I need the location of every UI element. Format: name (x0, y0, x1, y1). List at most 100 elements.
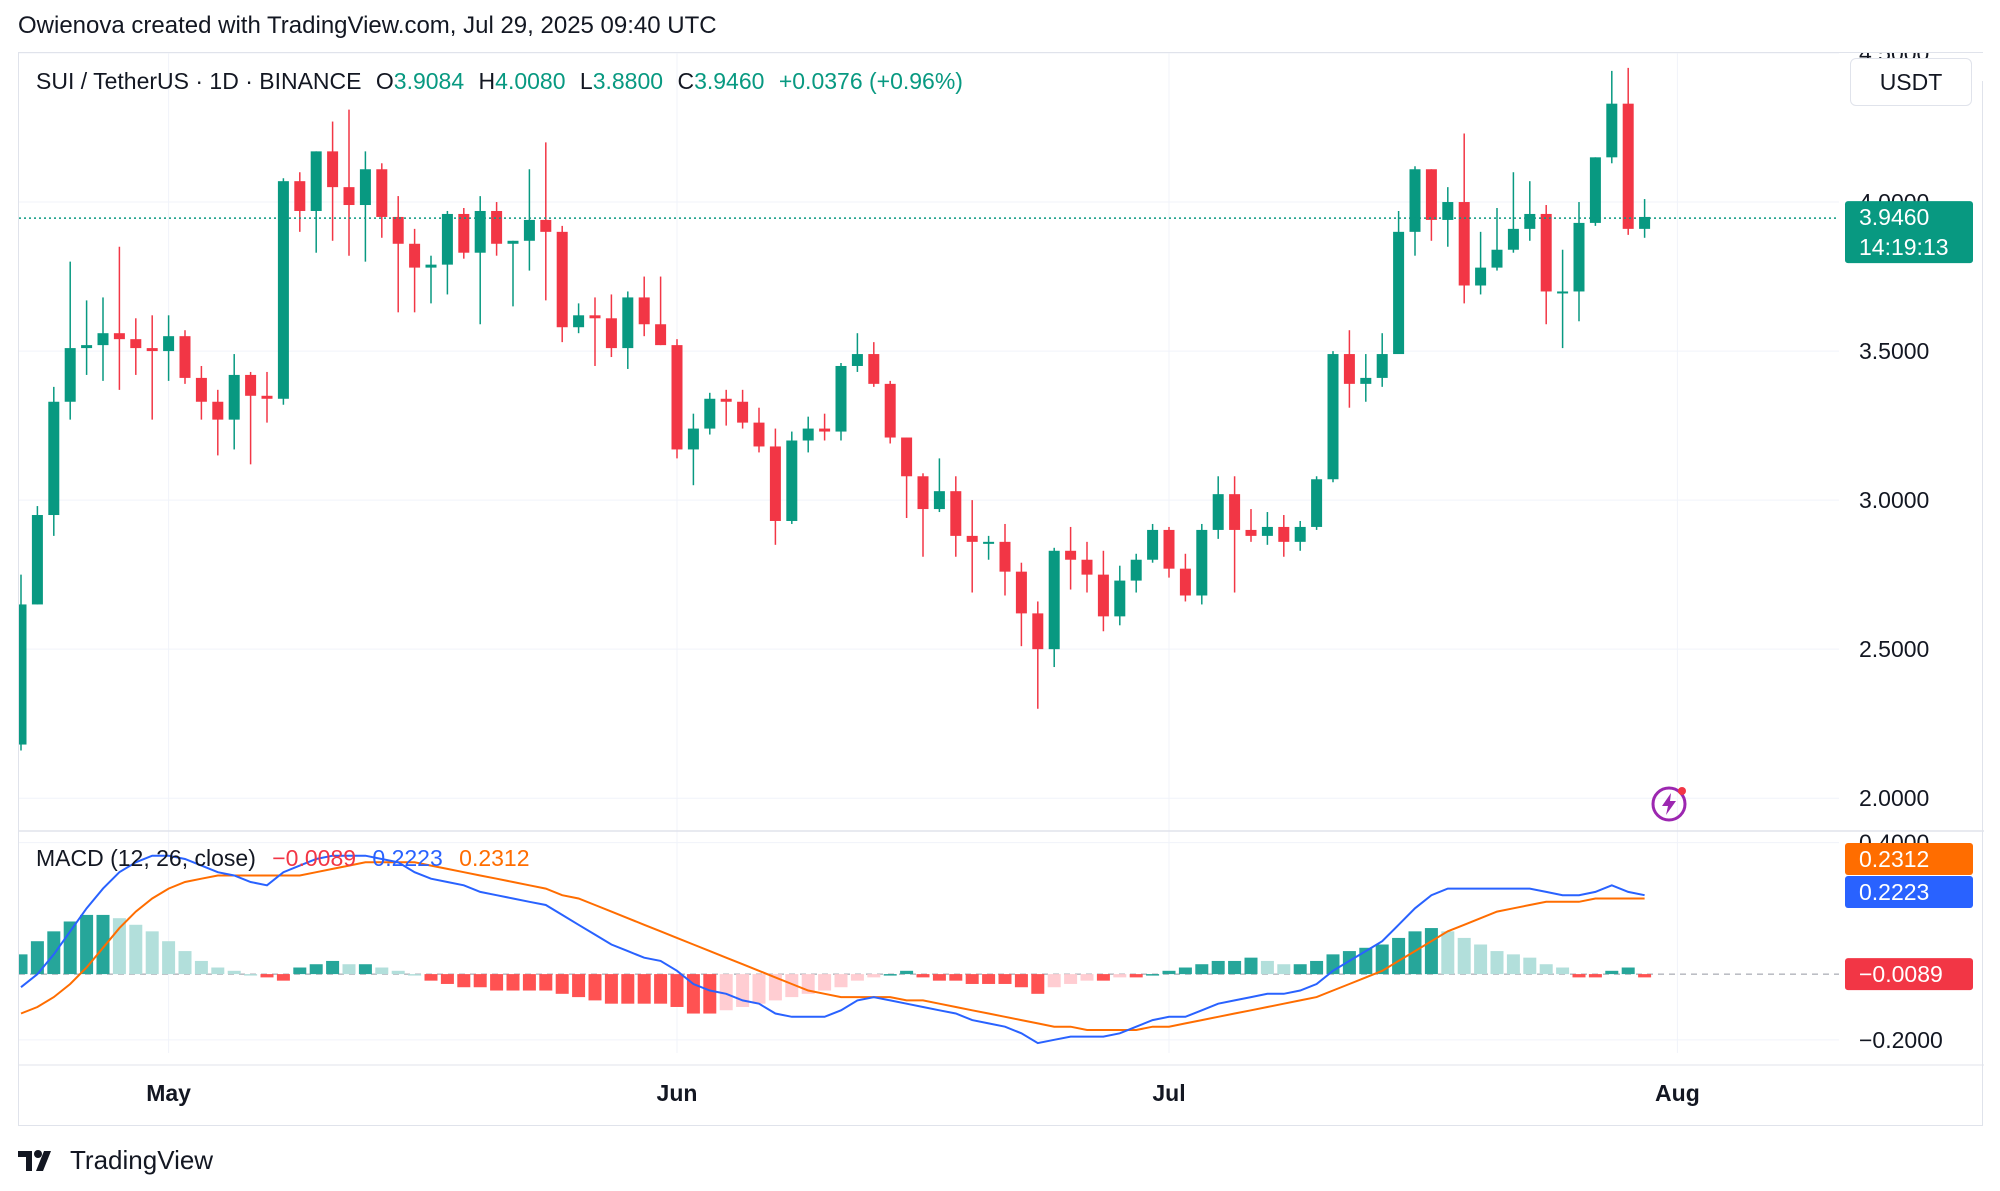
candle (64, 261, 76, 420)
low-value: 3.8800 (592, 68, 664, 94)
chart-frame: 4.50004.00003.50003.00002.50002.00004.50… (18, 52, 1984, 1127)
macd-line (20, 854, 1645, 1045)
candle (195, 365, 207, 420)
high-value: 4.0080 (495, 68, 566, 94)
candle (97, 297, 109, 381)
candle (1032, 601, 1044, 709)
candle-body (425, 264, 437, 268)
macd-histogram-bar (1047, 974, 1061, 988)
candle-body (1376, 354, 1388, 378)
candle (327, 121, 339, 241)
candle (671, 339, 683, 459)
macd-histogram-bar (227, 970, 241, 975)
candle-body (327, 151, 339, 188)
chart-attribution: Owienova created with TradingView.com, J… (18, 12, 717, 39)
macd-histogram-bar (785, 974, 799, 998)
candle (261, 371, 273, 423)
candle-body (31, 515, 43, 605)
macd-histogram-bar (604, 974, 618, 1004)
candle-body (359, 169, 371, 206)
candle (1212, 476, 1224, 539)
candle (1130, 553, 1142, 593)
candle (343, 109, 355, 256)
macd-title[interactable]: MACD (12, 26, close) (36, 845, 256, 871)
candle (1065, 526, 1077, 590)
macd-histogram-bar (96, 914, 110, 975)
macd-legend: MACD (12, 26, close) −0.0089 0.2223 0.23… (36, 845, 540, 872)
candle-body (835, 365, 847, 432)
macd-histogram-bar (703, 974, 717, 1014)
candle (769, 428, 781, 545)
candle-body (737, 401, 749, 423)
candle-body (212, 401, 224, 420)
candle-body (1606, 103, 1618, 158)
open-key: O (375, 68, 394, 94)
candle-body (1589, 157, 1601, 223)
price-axis-label: 2.0000 (1859, 785, 1929, 811)
macd-signal-badge: 0.2312 (1845, 843, 1973, 876)
candle-body (605, 318, 617, 349)
candle-body (179, 336, 191, 378)
candle (819, 413, 831, 441)
macd-histogram-bar (1195, 964, 1209, 975)
candle-body (1393, 231, 1405, 355)
candle-body (983, 541, 995, 544)
candle-body (392, 216, 404, 244)
macd-histogram-bar (539, 974, 553, 991)
lightning-bolt-icon[interactable] (1650, 785, 1688, 823)
chart-canvas[interactable]: 4.50004.00003.50003.00002.50002.00004.50… (19, 53, 1984, 1127)
macd-histogram-bar (883, 974, 897, 976)
macd-line-badge: 0.2223 (1845, 876, 1973, 909)
macd-histogram-bar (309, 964, 323, 975)
macd-histogram-bar (1572, 974, 1586, 978)
macd-histogram-bar (654, 974, 668, 1004)
macd-axis-label: −0.2000 (1859, 1027, 1943, 1053)
candle (1278, 515, 1290, 557)
macd-histogram-bar (522, 974, 536, 991)
macd-hist-badge: −0.0089 (1845, 958, 1973, 991)
macd-histogram-bar (1408, 931, 1422, 975)
candle (425, 255, 437, 304)
currency-selector[interactable]: USDT (1850, 58, 1972, 106)
macd-histogram-bar (1080, 974, 1094, 981)
macd-histogram-bar (1392, 937, 1406, 975)
candle (409, 228, 421, 313)
macd-histogram-bar (834, 974, 848, 988)
candle (1196, 523, 1208, 605)
price-axis-label: 2.5000 (1859, 636, 1929, 662)
candle-body (1032, 613, 1044, 650)
macd-histogram-bar (424, 974, 438, 981)
candle (392, 196, 404, 313)
candle-body (343, 187, 355, 206)
macd-histogram-bar (555, 974, 569, 994)
candle-body (491, 210, 503, 244)
candle-body (1294, 526, 1306, 542)
macd-histogram-bar (506, 974, 520, 991)
candle (704, 392, 716, 435)
candle-body (441, 213, 453, 265)
macd-line-badge-bg (1845, 876, 1973, 909)
macd-histogram-bar (1113, 974, 1127, 978)
candle (474, 196, 486, 325)
price-axis-label: 3.5000 (1859, 338, 1929, 364)
candle-body (1524, 213, 1536, 229)
candle-body (1114, 580, 1126, 617)
footer-brand[interactable]: TradingView (70, 1145, 214, 1175)
macd-histogram-bar (637, 974, 651, 1004)
macd-histogram-bar (162, 941, 176, 975)
macd-line-value: 0.2223 (372, 845, 443, 871)
candle (573, 303, 585, 334)
candle-body (1360, 377, 1372, 384)
candle (1425, 169, 1437, 241)
close-key: C (677, 68, 695, 94)
macd-histogram-bar (276, 974, 290, 981)
symbol-label[interactable]: SUI / TetherUS · 1D · BINANCE (36, 68, 362, 94)
candle (1015, 562, 1027, 647)
candle-body (310, 151, 322, 211)
candle (1557, 249, 1569, 349)
candle (1048, 547, 1060, 668)
candle (245, 371, 257, 465)
candle-body (1327, 354, 1339, 480)
candle (753, 407, 765, 453)
macd-histogram-bar (1539, 964, 1553, 975)
